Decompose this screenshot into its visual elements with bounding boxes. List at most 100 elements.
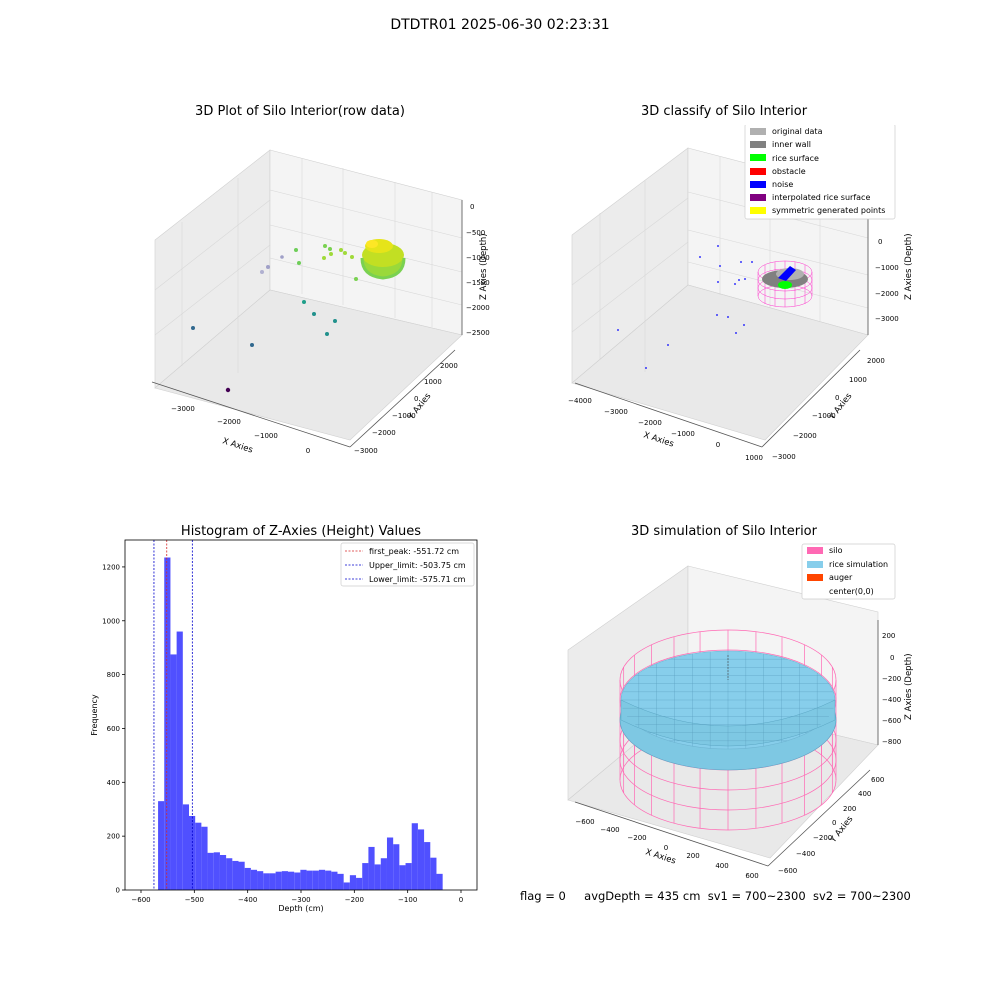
histogram-bar: [374, 864, 381, 890]
histogram-bar: [436, 873, 443, 890]
histogram-bar: [182, 804, 189, 890]
panel1-xtick: −1000: [254, 432, 278, 440]
panel4-ztick: −200: [882, 675, 901, 683]
x-tick-label: −300: [291, 896, 310, 904]
data-point: [350, 255, 354, 259]
histogram-bar: [386, 837, 394, 890]
panel2-xtick: −1000: [671, 430, 695, 438]
panel1-xtick: −2000: [217, 418, 241, 426]
histogram-bar: [219, 855, 227, 890]
status-line: flag = 0 avgDepth = 435 cm sv1 = 700~230…: [520, 889, 911, 903]
panel1-ztick: −1000: [466, 254, 490, 262]
panel4-xtick: −600: [575, 818, 594, 826]
y-tick-label: 1000: [102, 617, 120, 625]
histogram-bar: [269, 873, 276, 890]
panel2-ztick: −3000: [875, 315, 899, 323]
panel4-3d-axes: −600 −400 −200 0 200 400 600 X Axies 600…: [567, 543, 914, 880]
histogram-bar: [349, 875, 357, 890]
panel4-xtick: 600: [745, 872, 758, 880]
panel4-ytick: 0: [832, 819, 836, 827]
legend-label: Lower_limit: -575.71 cm: [369, 575, 466, 584]
panel4-zlabel: Z Axies (Depth): [904, 653, 914, 720]
histogram-bar: [213, 852, 220, 890]
flag-text: flag = 0: [520, 889, 566, 903]
panel1-ring-cluster: [360, 239, 406, 280]
legend-swatch: [807, 547, 823, 554]
x-tick-label: −600: [131, 896, 150, 904]
data-point: [302, 300, 306, 304]
panel2-xtick: 0: [716, 441, 720, 449]
panel2-ztick: −1000: [875, 264, 899, 272]
histogram-bar: [257, 871, 264, 890]
panel1-3d-axes: −3000 −2000 −1000 0 X Axies 2000 1000 0 …: [151, 149, 490, 456]
legend-label: silo: [829, 546, 843, 555]
panel4-xtick: 400: [715, 862, 728, 870]
panel4-ztick: −400: [882, 696, 901, 704]
legend-label: obstacle: [772, 167, 806, 176]
legend-swatch: [807, 574, 823, 581]
legend-label: symmetric generated points: [772, 206, 885, 215]
y-tick-label: 600: [107, 725, 120, 733]
x-tick-label: −100: [398, 896, 417, 904]
data-point: [325, 332, 329, 336]
data-point: [260, 270, 264, 274]
panel2-noise-points: [617, 245, 753, 369]
panel2-ytick: 2000: [867, 357, 885, 365]
histogram-chart: −600 −500 −400 −300 −200 −100 0 0 200 400 600 800 1…: [90, 539, 478, 913]
panel4-ytick: −200: [813, 834, 832, 842]
y-tick-label: 800: [107, 671, 120, 679]
histogram-bar: [306, 870, 313, 890]
histogram-bar: [164, 557, 171, 890]
data-point: [339, 248, 343, 252]
histogram-bar: [331, 871, 338, 890]
panel1-ztick: 0: [470, 203, 474, 211]
panel3-title: Histogram of Z-Axies (Height) Values: [180, 524, 422, 539]
data-point: [312, 312, 316, 316]
panel1-xlabel: X Axies: [221, 436, 254, 455]
histogram-bar: [405, 863, 412, 890]
panel4-ytick: −600: [778, 867, 797, 875]
legend-swatch: [750, 128, 766, 135]
legend-swatch: [750, 194, 766, 201]
y-tick-label: 200: [107, 833, 120, 841]
histogram-bar: [430, 857, 437, 890]
histogram-bar: [232, 860, 239, 890]
histogram-bar: [318, 869, 326, 890]
histogram-bar: [287, 871, 295, 890]
histogram-bar: [263, 873, 270, 890]
histogram-bar: [337, 873, 344, 890]
panel4-ztick: −800: [882, 738, 901, 746]
histogram-bar: [201, 826, 208, 890]
panel2-ztick: 0: [878, 238, 882, 246]
x-tick-label: −200: [345, 896, 364, 904]
histogram-bar: [158, 801, 165, 890]
histogram-bar: [368, 846, 375, 890]
y-axis-ticks: 0 200 400 600 800 1000 1200: [102, 563, 125, 895]
histogram-bars: [158, 557, 443, 890]
histogram-bar: [244, 867, 251, 890]
y-tick-label: 1200: [102, 563, 120, 571]
panel1-xtick: −3000: [171, 405, 195, 413]
data-point: [297, 261, 301, 265]
panel2-ytick: −1000: [812, 412, 836, 420]
legend-label: inner wall: [772, 140, 811, 149]
legend-label: center(0,0): [829, 587, 874, 596]
histogram-bar: [325, 870, 332, 890]
histogram-bar: [275, 871, 282, 890]
data-point: [328, 247, 332, 251]
legend-label: rice simulation: [829, 560, 888, 569]
legend-label: rice surface: [772, 154, 819, 163]
histogram-bar: [417, 829, 425, 890]
x-axis-label: Depth (cm): [278, 904, 323, 913]
panel2-rice-surface: [778, 281, 792, 289]
panel2-ytick: −3000: [772, 453, 796, 461]
histogram-bar: [207, 852, 214, 890]
data-point: [322, 256, 326, 260]
panel2-xtick: −2000: [638, 419, 662, 427]
histogram-bar: [176, 631, 183, 890]
panel4-title: 3D simulation of Silo Interior: [631, 524, 817, 539]
data-point: [323, 244, 327, 248]
panel1-ztick: −1500: [466, 279, 490, 287]
panel1-ztick: −2500: [466, 329, 490, 337]
panel4-ztick: 0: [890, 654, 894, 662]
